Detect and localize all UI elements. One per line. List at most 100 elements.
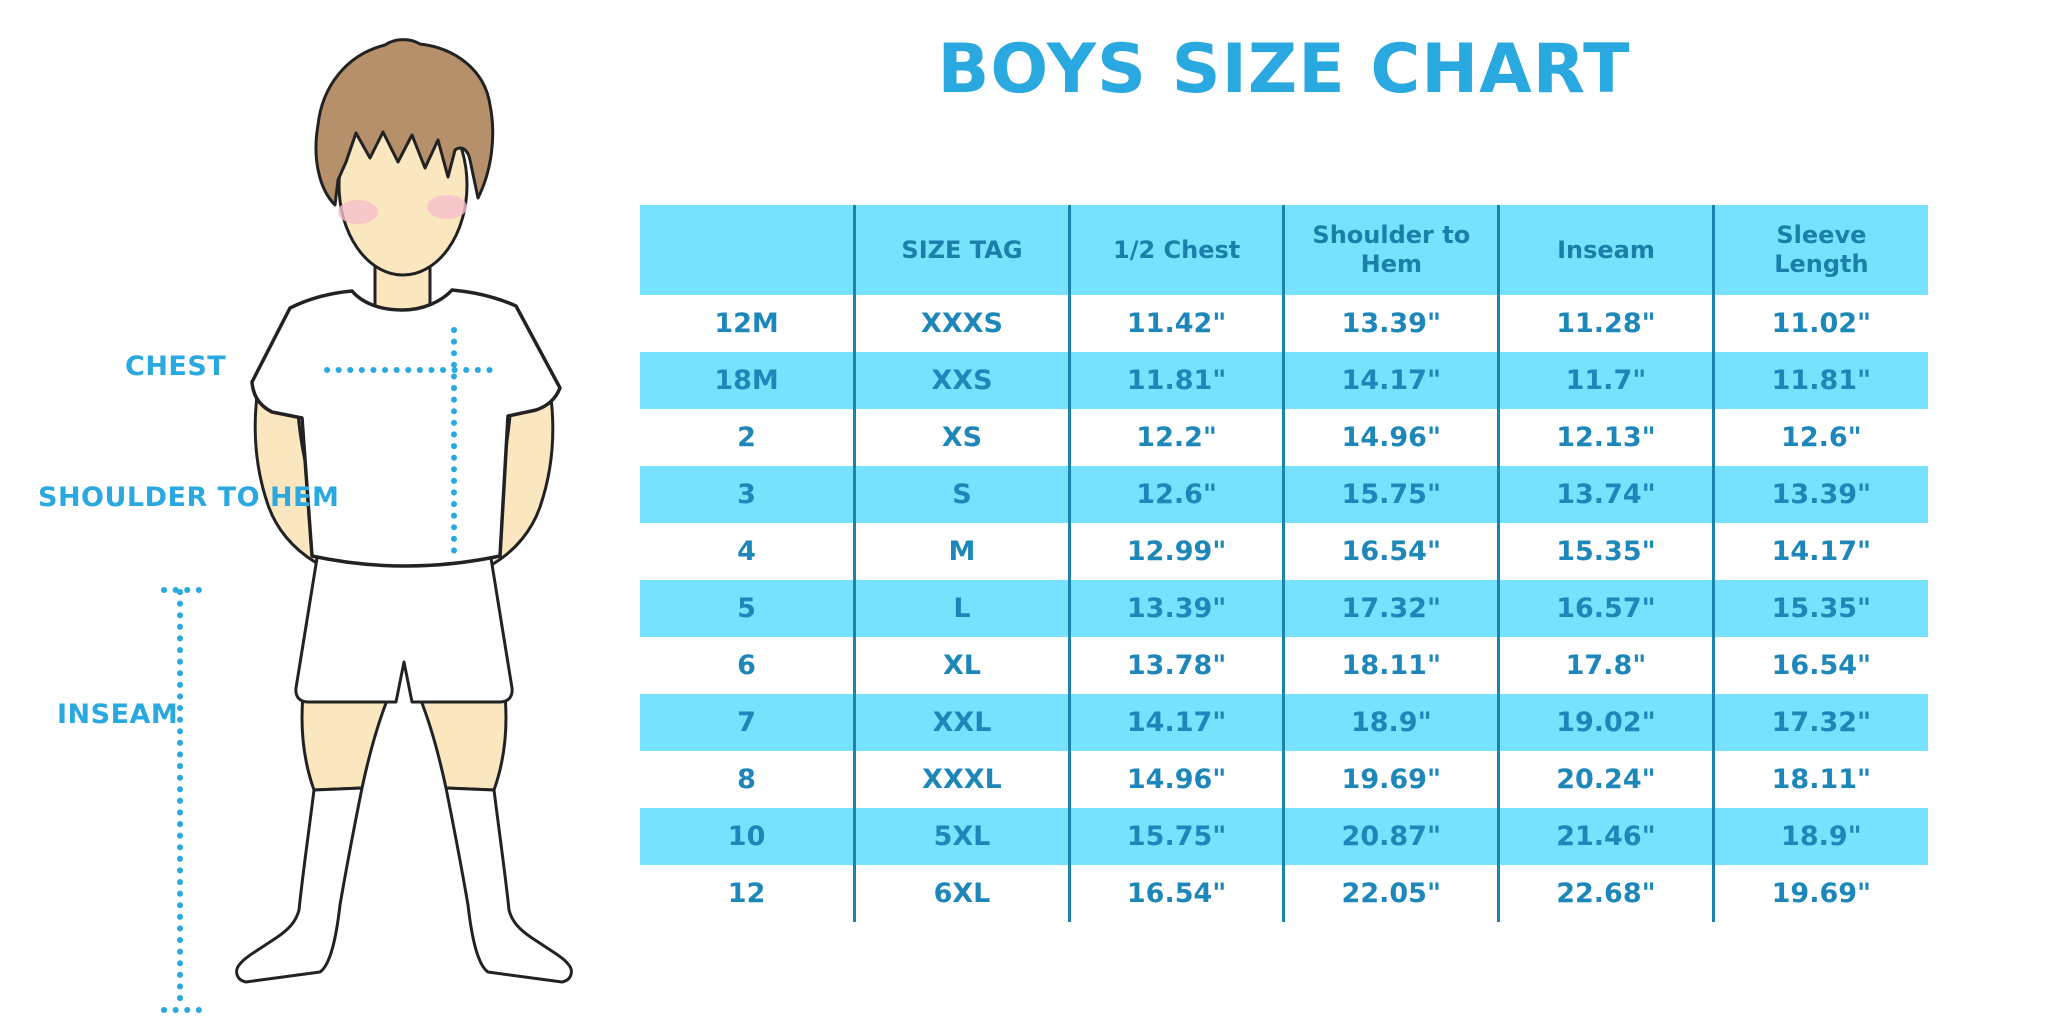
- table-row: 3 S 12.6" 15.75" 13.74" 13.39": [640, 466, 1928, 523]
- table-cell: 5XL: [853, 808, 1070, 865]
- table-cell: 19.69": [1282, 751, 1499, 808]
- table-cell: 15.75": [1067, 808, 1284, 865]
- table-row: 4 M 12.99" 16.54" 15.35" 14.17": [640, 523, 1928, 580]
- table-cell: 13.74": [1497, 466, 1714, 523]
- column-header-size-tag: SIZE TAG: [853, 205, 1070, 295]
- table-cell: 5: [640, 580, 855, 637]
- left-sock: [235, 786, 364, 984]
- column-header-1-2-chest: 1/2 Chest: [1067, 205, 1284, 295]
- table-row: 2 XS 12.2" 14.96" 12.13" 12.6": [640, 409, 1928, 466]
- table-cell: 12M: [714, 308, 779, 339]
- page-title: BOYS SIZE CHART: [937, 30, 1631, 109]
- table-cell: 18.11": [1711, 751, 1928, 808]
- table-cell: 16.54": [1711, 637, 1928, 694]
- table-cell: M: [853, 523, 1070, 580]
- table-cell: 12.99": [1067, 523, 1284, 580]
- boy-measurement-figure: CHEST SHOULDER TO HEM INSEAM: [0, 0, 640, 1024]
- table-cell: 2: [737, 422, 756, 453]
- table-cell: 16.54": [1282, 523, 1499, 580]
- inseam-label: INSEAM: [57, 699, 179, 730]
- table-cell: 17.8": [1497, 637, 1714, 694]
- right-sock: [444, 786, 573, 984]
- table-row: 10 5XL 15.75" 20.87" 21.46" 18.9": [640, 808, 1928, 865]
- table-row: 12M XXXS 11.42" 13.39" 11.28" 11.02": [640, 295, 1928, 352]
- table-row: 12 6XL 16.54" 22.05" 22.68" 19.69": [640, 865, 1928, 922]
- table-cell: 18.9": [1711, 808, 1928, 865]
- table-cell: S: [853, 466, 1070, 523]
- table-cell: 21.46": [1497, 808, 1714, 865]
- table-cell: 15.75": [1282, 466, 1499, 523]
- left-cheek: [338, 200, 378, 224]
- table-row: 8 XXXL 14.96" 19.69" 20.24" 18.11": [640, 751, 1928, 808]
- table-cell: 15.35": [1497, 523, 1714, 580]
- table-cell: 14.96": [1067, 751, 1284, 808]
- right-cheek: [427, 195, 467, 219]
- table-cell: 18M: [640, 352, 855, 409]
- table-cell: 10: [640, 808, 855, 865]
- table-cell: 11.28": [1497, 295, 1714, 352]
- table-cell: XL: [853, 637, 1070, 694]
- table-cell: 13.39": [1282, 295, 1499, 352]
- table-cell: 17.32": [1282, 580, 1499, 637]
- shorts: [294, 550, 514, 704]
- table-cell: 22.05": [1282, 865, 1499, 922]
- table-cell: 7: [640, 694, 855, 751]
- table-cell: 11.02": [1711, 295, 1928, 352]
- table-row: 7 XXL 14.17" 18.9" 19.02" 17.32": [640, 694, 1928, 751]
- table-cell: 13.78": [1067, 637, 1284, 694]
- measurement-lines: [161, 327, 495, 1013]
- table-cell: XXS: [853, 352, 1070, 409]
- table-cell: 12.2": [1067, 409, 1284, 466]
- header-row: SIZE TAG 1/2 Chest Shoulder to Hem Inseam Sl…: [640, 205, 1928, 295]
- table-cell: 17.32": [1711, 694, 1928, 751]
- table-cell: 14.17": [1282, 352, 1499, 409]
- table-cell: 22.68": [1497, 865, 1714, 922]
- shoulder-to-hem-label: SHOULDER TO HEM: [38, 482, 340, 513]
- table-cell: 18.9": [1282, 694, 1499, 751]
- table-cell: 11.7": [1497, 352, 1714, 409]
- column-header-blank: [640, 205, 855, 295]
- table-cell: 14.17": [1067, 694, 1284, 751]
- table-cell: 19.02": [1497, 694, 1714, 751]
- table-cell: 8: [737, 764, 756, 795]
- left-leg: [300, 693, 390, 792]
- column-header-inseam: Inseam: [1497, 205, 1714, 295]
- hair: [314, 38, 495, 207]
- size-table-header: SIZE TAG 1/2 Chest Shoulder to Hem Inseam Sl…: [640, 205, 1928, 295]
- table-cell: 11.42": [1067, 295, 1284, 352]
- column-header-shoulder-to-hem: Shoulder to Hem: [1282, 205, 1499, 295]
- table-cell: 6: [737, 650, 756, 681]
- boy-illustration: [161, 38, 573, 1013]
- column-header-sleeve-length: Sleeve Length: [1711, 205, 1928, 295]
- table-cell: 20.87": [1282, 808, 1499, 865]
- chest-label: CHEST: [125, 351, 227, 382]
- table-cell: XXXS: [853, 295, 1070, 352]
- table-cell: 4: [737, 536, 756, 567]
- table-row: 5 L 13.39" 17.32" 16.57" 15.35": [640, 580, 1928, 637]
- table-cell: 12.6": [1067, 466, 1284, 523]
- table-cell: 11.81": [1067, 352, 1284, 409]
- table-cell: 19.69": [1711, 865, 1928, 922]
- right-leg: [418, 693, 508, 792]
- table-cell: XXL: [853, 694, 1070, 751]
- table-cell: 13.39": [1067, 580, 1284, 637]
- table-cell: 3: [640, 466, 855, 523]
- table-cell: XXXL: [853, 751, 1070, 808]
- table-cell: 16.54": [1067, 865, 1284, 922]
- table-cell: 20.24": [1497, 751, 1714, 808]
- t-shirt: [250, 288, 562, 568]
- size-table: SIZE TAG 1/2 Chest Shoulder to Hem Inseam Sl…: [640, 205, 1928, 922]
- table-cell: 14.96": [1282, 409, 1499, 466]
- table-row: 18M XXS 11.81" 14.17" 11.7" 11.81": [640, 352, 1928, 409]
- table-cell: 18.11": [1282, 637, 1499, 694]
- table-cell: 14.17": [1711, 523, 1928, 580]
- table-cell: 12: [727, 878, 766, 909]
- table-cell: L: [853, 580, 1070, 637]
- size-table-body: 12M XXXS 11.42" 13.39" 11.28" 11.02" 18M XXS 11.…: [640, 295, 1928, 922]
- table-cell: XS: [853, 409, 1070, 466]
- table-cell: 11.81": [1711, 352, 1928, 409]
- table-cell: 12.6": [1711, 409, 1928, 466]
- table-cell: 15.35": [1711, 580, 1928, 637]
- table-cell: 6XL: [853, 865, 1070, 922]
